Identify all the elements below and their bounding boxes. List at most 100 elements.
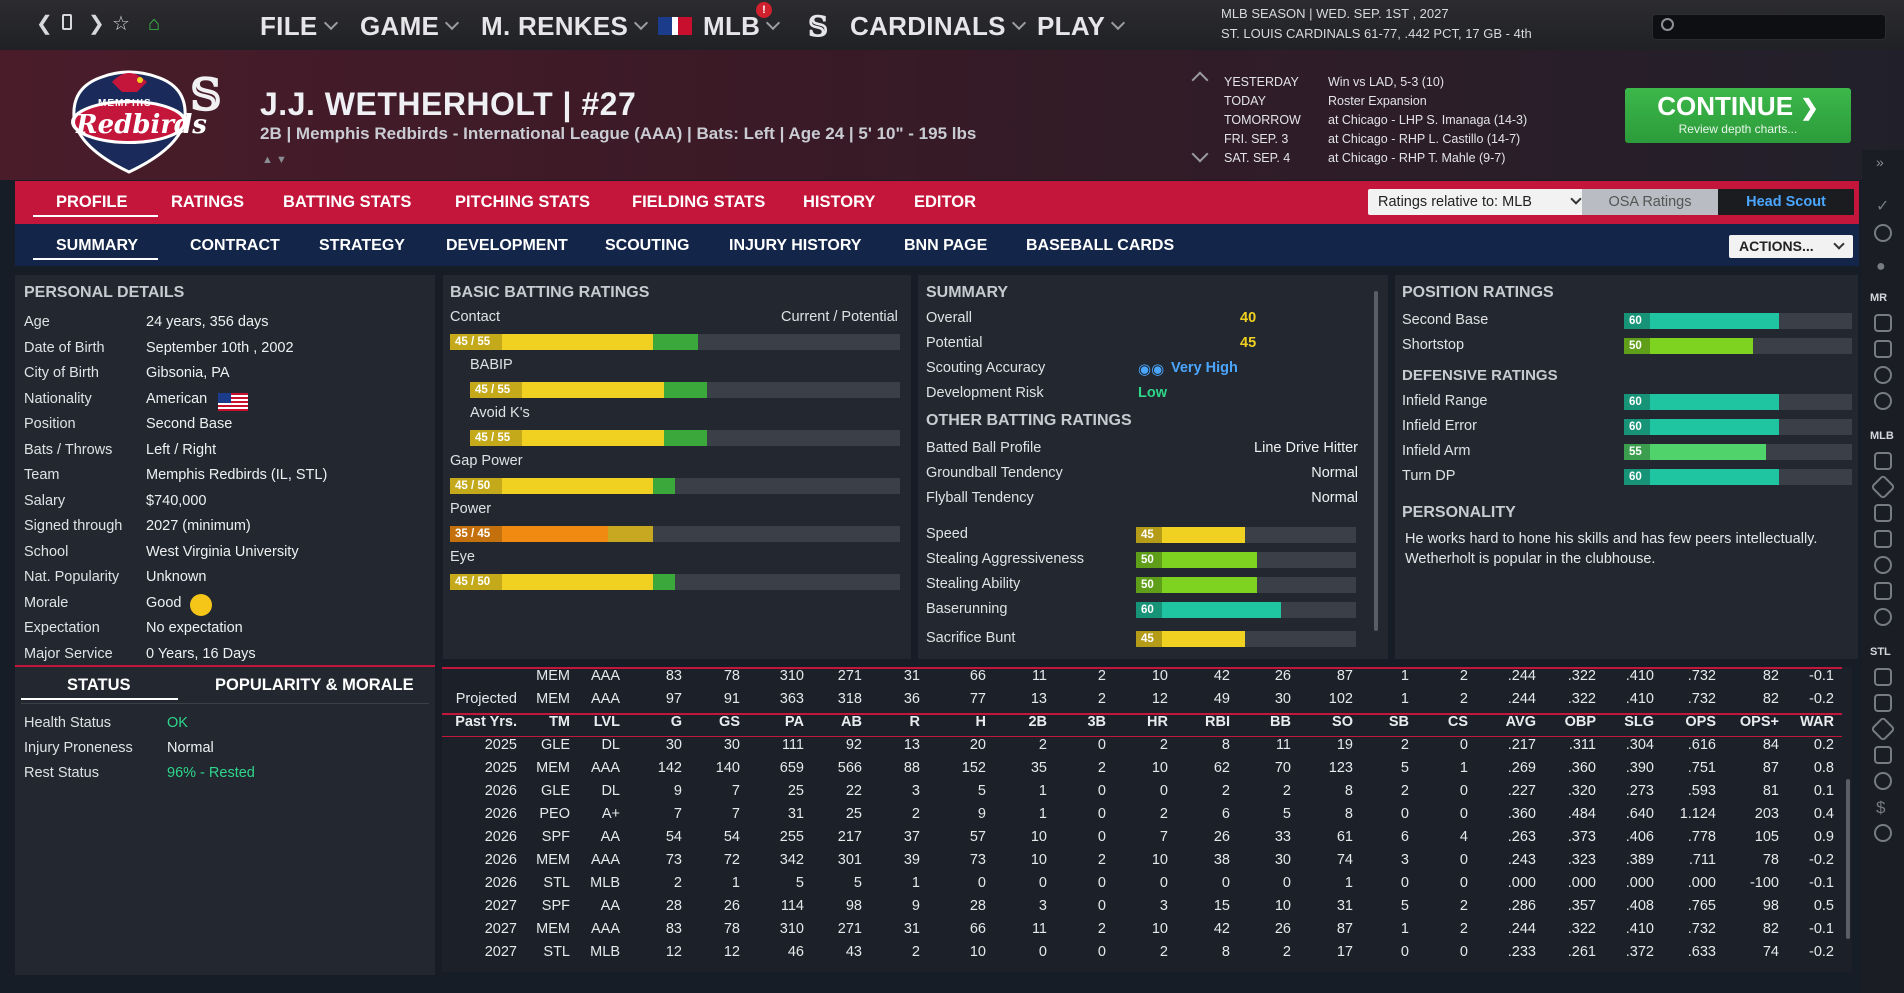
- menu-file[interactable]: FILE: [260, 11, 338, 41]
- player-nav-arrows-icon[interactable]: ▲ ▼: [262, 154, 287, 166]
- table-cell: .323: [1567, 852, 1596, 868]
- active-tab-underline: [33, 215, 158, 217]
- tab-profile[interactable]: PROFILE: [56, 193, 128, 211]
- trade-icon[interactable]: [1874, 582, 1892, 600]
- schedule-event[interactable]: Win vs LAD, 5-3 (10): [1328, 75, 1445, 89]
- menu-game[interactable]: GAME: [360, 11, 460, 41]
- tab-summary[interactable]: SUMMARY: [56, 237, 139, 254]
- menu-cardinals[interactable]: CARDINALS: [850, 11, 1026, 41]
- continue-label: CONTINUE: [1657, 91, 1794, 121]
- summary-scrollbar[interactable]: [1374, 279, 1380, 649]
- bulb-icon[interactable]: ●: [1876, 258, 1886, 275]
- tab-popularity-morale[interactable]: POPULARITY & MORALE: [215, 676, 414, 694]
- diamond-icon[interactable]: [1870, 716, 1896, 742]
- tab-scouting[interactable]: SCOUTING: [605, 237, 690, 254]
- player-info-line: 2B | Memphis Redbirds - International Le…: [260, 124, 977, 143]
- table-cell: 301: [837, 852, 862, 868]
- rating-tag: 45 / 55: [470, 382, 522, 398]
- menu-mlb[interactable]: MLB: [703, 11, 781, 41]
- table-cell: 0: [1400, 806, 1409, 822]
- baseball-icon[interactable]: [1874, 772, 1892, 790]
- rating-tag: 45: [1136, 631, 1162, 647]
- table-cell: 30: [665, 737, 682, 753]
- personal-label: City of Birth: [24, 365, 99, 381]
- schedule-event[interactable]: Roster Expansion: [1328, 94, 1427, 108]
- home-icon[interactable]: [1874, 314, 1892, 332]
- current-fill: [450, 478, 653, 494]
- dollar-icon[interactable]: $: [1876, 798, 1886, 817]
- gear-icon[interactable]: [1874, 608, 1892, 626]
- table-cell: 2: [673, 875, 682, 891]
- summary-bar-label: Speed: [926, 526, 968, 542]
- tab-ratings[interactable]: RATINGS: [171, 193, 245, 211]
- tab-development[interactable]: DEVELOPMENT: [446, 237, 568, 254]
- home-icon[interactable]: [1874, 668, 1892, 686]
- development-risk-value: Low: [1138, 385, 1167, 401]
- continue-button[interactable]: CONTINUE ❯ Review depth charts...: [1625, 88, 1851, 143]
- personal-label: Age: [24, 314, 50, 330]
- tab-injury-history[interactable]: INJURY HISTORY: [729, 237, 862, 254]
- batting-rating-label: Power: [450, 501, 492, 517]
- overall-label: Overall: [926, 310, 972, 326]
- table-cell: .408: [1625, 898, 1654, 914]
- groundball-value: Normal: [1311, 465, 1358, 481]
- table-cell: 39: [903, 852, 920, 868]
- search-input[interactable]: [1652, 14, 1886, 40]
- osa-ratings-button[interactable]: OSA Ratings: [1582, 189, 1718, 215]
- tab-contract[interactable]: CONTRACT: [190, 237, 280, 254]
- tab-strategy[interactable]: STRATEGY: [319, 237, 405, 254]
- table-cell: .484: [1567, 806, 1596, 822]
- stats-scrollbar[interactable]: [1846, 679, 1852, 969]
- table-cell: .304: [1625, 737, 1654, 753]
- list-icon[interactable]: [1874, 504, 1892, 522]
- schedule-event[interactable]: at Chicago - LHP S. Imanaga (14-3): [1328, 113, 1528, 127]
- table-cell: 1: [1400, 921, 1409, 937]
- position-rating-bar: 60: [1624, 313, 1852, 329]
- personal-label: Nationality: [24, 390, 92, 407]
- chart-icon[interactable]: [1874, 530, 1892, 548]
- notification-badge[interactable]: !: [756, 2, 772, 18]
- page-icon[interactable]: [62, 14, 72, 30]
- gear-icon[interactable]: [1874, 824, 1892, 842]
- ratings-relative-select[interactable]: Ratings relative to: MLB: [1368, 189, 1590, 215]
- table-cell: MEM: [536, 852, 570, 868]
- schedule-event[interactable]: at Chicago - RHP T. Mahle (9-7): [1328, 151, 1506, 165]
- table-cell: 2026: [484, 829, 517, 845]
- back-icon[interactable]: ❮: [36, 13, 53, 35]
- table-cell: 0.5: [1813, 898, 1834, 914]
- tab-baseball-cards[interactable]: BASEBALL CARDS: [1026, 237, 1175, 254]
- head-scout-button[interactable]: Head Scout: [1718, 189, 1854, 215]
- mail-icon[interactable]: [1874, 340, 1892, 358]
- diamond-icon[interactable]: [1870, 474, 1896, 500]
- menu-manager[interactable]: M. RENKES: [481, 11, 649, 41]
- collapse-icon[interactable]: »: [1876, 154, 1884, 170]
- menu-play[interactable]: PLAY: [1037, 11, 1126, 41]
- gear-icon[interactable]: [1874, 392, 1892, 410]
- tab-history[interactable]: HISTORY: [803, 193, 876, 211]
- tab-status[interactable]: STATUS: [67, 676, 131, 694]
- search-icon[interactable]: [1874, 366, 1892, 384]
- tab-fielding-stats[interactable]: FIELDING STATS: [632, 193, 766, 211]
- forward-icon[interactable]: ❯: [88, 13, 105, 35]
- baseball-icon[interactable]: [1874, 556, 1892, 574]
- globe-icon[interactable]: [1874, 224, 1892, 242]
- tab-bnn-page[interactable]: BNN PAGE: [904, 237, 988, 254]
- phone-icon[interactable]: [1874, 694, 1892, 712]
- tab-editor[interactable]: EDITOR: [914, 193, 977, 211]
- main-tab-bar: PROFILE RATINGS BATTING STATS PITCHING S…: [15, 181, 1859, 224]
- personal-label: Expectation: [24, 620, 100, 636]
- check-icon[interactable]: ✓: [1876, 198, 1890, 215]
- schedule-event[interactable]: at Chicago - RHP L. Castillo (14-7): [1328, 132, 1521, 146]
- table-cell: 73: [969, 852, 986, 868]
- table-cell: MEM: [536, 760, 570, 776]
- home-icon[interactable]: [1874, 452, 1892, 470]
- table-cell: OPS+: [1739, 714, 1779, 730]
- tab-batting-stats[interactable]: BATTING STATS: [283, 193, 412, 211]
- trade-icon[interactable]: [1874, 746, 1892, 764]
- star-icon[interactable]: ☆: [112, 13, 130, 35]
- home-icon[interactable]: ⌂: [148, 13, 161, 35]
- tab-pitching-stats[interactable]: PITCHING STATS: [455, 193, 591, 211]
- table-cell: 6: [1221, 806, 1230, 822]
- table-cell: 140: [715, 760, 740, 776]
- actions-dropdown[interactable]: ACTIONS...: [1729, 235, 1853, 258]
